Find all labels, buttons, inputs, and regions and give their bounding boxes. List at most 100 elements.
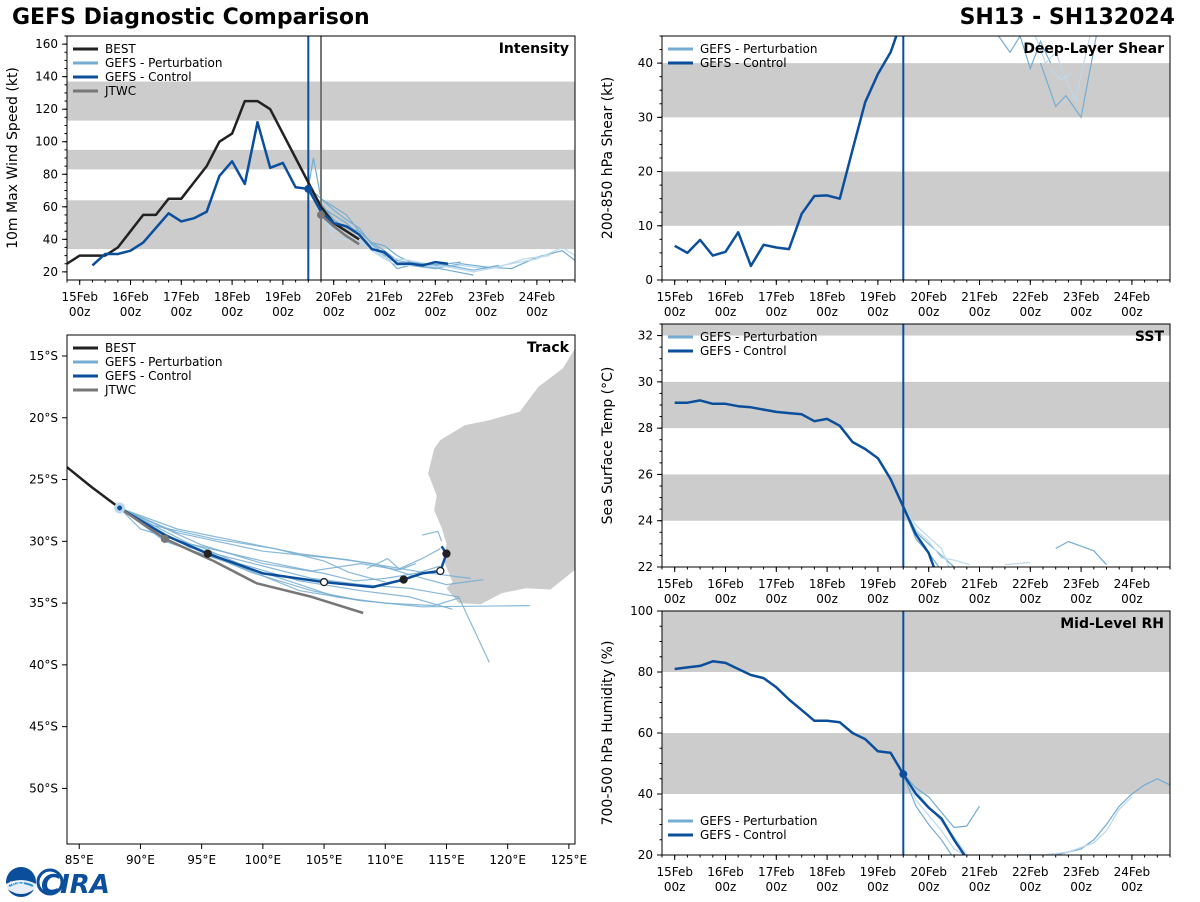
intensity-x-tick-label: 23Feb 00z bbox=[468, 290, 505, 319]
rh-perturbation-line bbox=[1042, 796, 1133, 855]
intensity-legend-label: GEFS - Perturbation bbox=[105, 56, 222, 70]
rh-x-tick-label: 22Feb 00z bbox=[1012, 865, 1049, 894]
intensity-x-tick-label: 19Feb 00z bbox=[265, 290, 302, 319]
intensity-x-tick-label: 16Feb 00z bbox=[112, 290, 149, 319]
rh-gefs-control-line bbox=[674, 660, 966, 855]
sst-x-tick-label: 19Feb 00z bbox=[860, 577, 897, 606]
rh-y-axis-label: 700-500 hPa Humidity (%) bbox=[600, 641, 616, 826]
rh-y-tick-label: 80 bbox=[638, 665, 653, 679]
track-position-marker bbox=[442, 549, 451, 558]
track-y-tick-label: 15°S bbox=[29, 349, 58, 363]
shear-x-tick-label: 15Feb 00z bbox=[656, 290, 693, 319]
intensity-x-tick-label: 21Feb 00z bbox=[366, 290, 403, 319]
rh-x-tick-label: 17Feb 00z bbox=[758, 865, 795, 894]
rh-x-tick-label: 19Feb 00z bbox=[860, 865, 897, 894]
track-y-tick-label: 40°S bbox=[29, 658, 58, 672]
sst-x-tick-label: 22Feb 00z bbox=[1012, 577, 1049, 606]
sst-x-tick-label: 20Feb 00z bbox=[910, 577, 947, 606]
intensity-y-tick-label: 160 bbox=[35, 37, 58, 51]
shear-panel-title: Deep-Layer Shear bbox=[1023, 41, 1164, 57]
track-jtwc-line bbox=[118, 506, 364, 615]
intensity-perturbation-line bbox=[307, 186, 575, 270]
shear-group: 0 10 20 30 40 15Feb 00z 16Feb 00z 17Feb 00z 18Feb 00… bbox=[600, 35, 1171, 319]
intensity-x-tick-label: 17Feb 00z bbox=[163, 290, 200, 319]
noaa-cira-logo: CIRA NOAA bbox=[6, 867, 110, 900]
sst-x-tick-label: 16Feb 00z bbox=[707, 577, 744, 606]
track-panel-title: Track bbox=[527, 340, 570, 356]
shear-legend-label: GEFS - Control bbox=[700, 56, 787, 70]
track-perturbation-line bbox=[421, 530, 443, 542]
track-x-tick-label: 120°E bbox=[489, 853, 526, 867]
sst-shaded-band bbox=[662, 324, 1170, 336]
rh-x-tick-label: 15Feb 00z bbox=[656, 865, 693, 894]
rh-control-init-point bbox=[899, 770, 908, 779]
shear-x-tick-label: 21Feb 00z bbox=[961, 290, 998, 319]
shear-y-tick-label: 10 bbox=[638, 219, 653, 233]
sst-legend-label: GEFS - Perturbation bbox=[700, 330, 817, 344]
sst-x-tick-label: 18Feb 00z bbox=[809, 577, 846, 606]
track-perturbation-line bbox=[119, 507, 453, 610]
intensity-y-axis-label: 10m Max Wind Speed (kt) bbox=[5, 67, 21, 249]
intensity-x-tick-label: 20Feb 00z bbox=[315, 290, 352, 319]
rh-shaded-band bbox=[662, 611, 1170, 672]
sst-perturbation-line bbox=[1055, 540, 1107, 566]
intensity-x-tick-label: 24Feb 00z bbox=[519, 290, 556, 319]
track-position-marker bbox=[319, 577, 329, 587]
track-legend-label: JTWC bbox=[104, 383, 136, 397]
sst-legend-label: GEFS - Control bbox=[700, 344, 787, 358]
shear-y-tick-label: 30 bbox=[638, 110, 653, 124]
shear-x-tick-label: 19Feb 00z bbox=[860, 290, 897, 319]
shear-y-tick-label: 40 bbox=[638, 56, 653, 70]
track-perturbation-line bbox=[119, 507, 484, 586]
rh-legend-label: GEFS - Perturbation bbox=[700, 814, 817, 828]
intensity-y-tick-label: 60 bbox=[43, 200, 58, 214]
track-group: 85°E 90°E 95°E 100°E 105°E 110°E 115°E 120°E 125… bbox=[29, 334, 588, 867]
rh-legend-label: GEFS - Control bbox=[700, 828, 787, 842]
intensity-y-tick-label: 120 bbox=[35, 102, 58, 116]
intensity-y-tick-label: 80 bbox=[43, 167, 58, 181]
rh-x-tick-label: 21Feb 00z bbox=[961, 865, 998, 894]
rh-perturbation-line bbox=[1055, 778, 1170, 855]
page-title: GEFS Diagnostic Comparison bbox=[12, 5, 370, 30]
logo-group: CIRA NOAA bbox=[4, 866, 114, 900]
shear-y-tick-label: 20 bbox=[638, 165, 653, 179]
shear-perturbation-line bbox=[1050, 68, 1072, 81]
intensity-y-tick-label: 140 bbox=[35, 70, 58, 84]
shear-perturbation-line bbox=[1034, 36, 1091, 104]
track-x-tick-label: 100°E bbox=[245, 853, 282, 867]
shear-perturbation-line bbox=[997, 36, 1052, 71]
track-position-marker bbox=[436, 566, 445, 576]
sst-x-tick-label: 21Feb 00z bbox=[961, 577, 998, 606]
track-plot-area bbox=[67, 348, 575, 663]
intensity-legend-label: JTWC bbox=[104, 84, 136, 98]
intensity-x-tick-label: 22Feb 00z bbox=[417, 290, 454, 319]
track-legend-label: GEFS - Perturbation bbox=[105, 355, 222, 369]
shear-shaded-band bbox=[662, 63, 1170, 118]
intensity-y-tick-label: 20 bbox=[43, 265, 58, 279]
sst-shaded-band bbox=[662, 474, 1170, 521]
track-x-tick-label: 105°E bbox=[306, 853, 343, 867]
track-perturbation-line bbox=[119, 507, 361, 602]
sst-gefs-control-line bbox=[674, 399, 935, 567]
track-x-tick-label: 115°E bbox=[428, 853, 465, 867]
track-x-tick-label: 125°E bbox=[551, 853, 588, 867]
intensity-x-tick-label: 18Feb 00z bbox=[214, 290, 251, 319]
storm-id: SH13 - SH132024 bbox=[959, 5, 1175, 30]
track-x-tick-label: 110°E bbox=[367, 853, 404, 867]
track-position-marker bbox=[114, 502, 126, 514]
intensity-gefs-control-line bbox=[91, 120, 449, 267]
shear-x-tick-label: 20Feb 00z bbox=[910, 290, 947, 319]
intensity-legend-label: GEFS - Control bbox=[105, 70, 192, 84]
shear-x-tick-label: 18Feb 00z bbox=[809, 290, 846, 319]
rh-y-tick-label: 60 bbox=[638, 726, 653, 740]
shear-y-tick-label: 0 bbox=[645, 273, 653, 287]
intensity-plot-area bbox=[67, 36, 575, 280]
rh-perturbation-line bbox=[902, 773, 981, 829]
intensity-legend-label: BEST bbox=[105, 42, 136, 56]
rh-perturbation-line bbox=[902, 773, 965, 855]
intensity-jtwc-init-point bbox=[317, 210, 325, 219]
sst-perturbation-line bbox=[1004, 561, 1031, 566]
sst-y-tick-label: 28 bbox=[638, 421, 653, 435]
sst-plot-area bbox=[662, 324, 1170, 567]
shear-x-tick-label: 22Feb 00z bbox=[1012, 290, 1049, 319]
